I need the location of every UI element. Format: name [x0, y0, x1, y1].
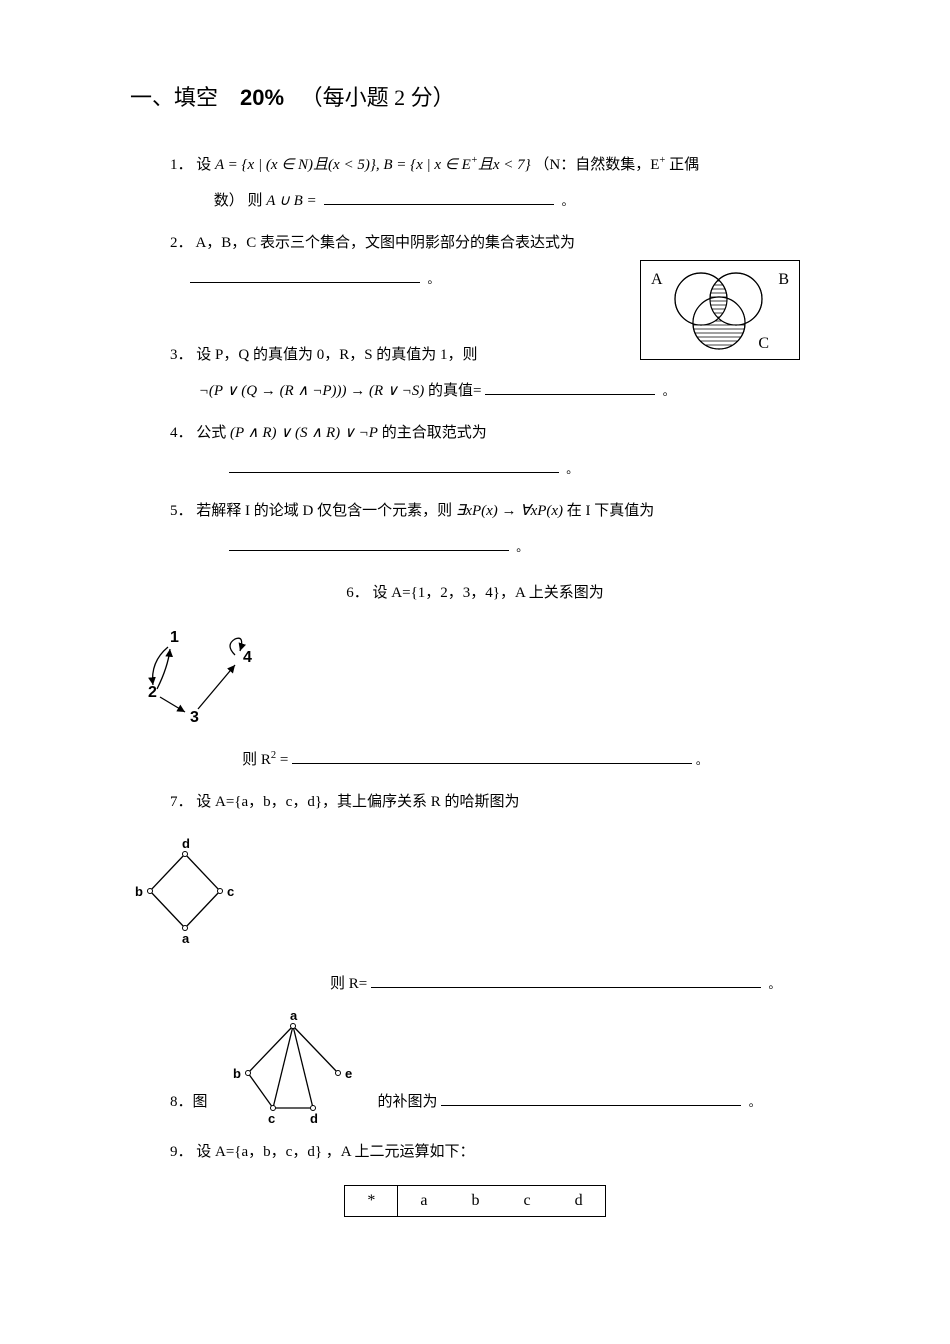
- q7-then-row: 则 R= 。: [130, 966, 820, 1002]
- q6-blank[interactable]: [292, 749, 692, 764]
- q2-period: 。: [428, 272, 440, 286]
- q6-then: 则 R: [242, 752, 271, 768]
- q8-num: 8．: [170, 1094, 193, 1110]
- q3-blank[interactable]: [485, 380, 655, 395]
- q8-blank[interactable]: [441, 1091, 741, 1106]
- question-8: 8．图 a b e c d 的补图为 。: [130, 1008, 820, 1128]
- q6-then-row: 则 R2 = 。: [130, 742, 820, 778]
- q2-num: 2．: [170, 235, 193, 251]
- graph-g: a b e c d: [218, 1008, 368, 1128]
- q4-pre: 公式: [196, 425, 226, 441]
- q1-line2math: A ∪ B =: [266, 193, 316, 209]
- section-title: 一、填空 20% （每小题 2 分）: [130, 80, 820, 112]
- question-9: 9． 设 A={a，b，c，d} ，A 上二元运算如下：: [130, 1134, 820, 1170]
- q3-period: 。: [663, 384, 675, 398]
- q7-blank[interactable]: [371, 973, 761, 988]
- q5-blank[interactable]: [229, 536, 509, 551]
- node-2: 2: [148, 684, 157, 701]
- section-percent: 20%: [240, 85, 284, 110]
- q7-period: 。: [768, 977, 780, 991]
- venn-label-a: A: [651, 271, 663, 289]
- q9-num: 9．: [170, 1144, 193, 1160]
- q3-math: ¬(P ∨ (Q → (R ∧ ¬P))) → (R ∨ ¬S): [199, 383, 424, 399]
- q8-pre: 图: [193, 1094, 208, 1110]
- q6-period: 。: [696, 753, 708, 767]
- q1-blank[interactable]: [324, 190, 554, 205]
- q5-tail: 在 I 下真值为: [567, 503, 655, 519]
- q8-period: 。: [749, 1095, 761, 1109]
- node-3: 3: [190, 709, 199, 726]
- hasse-a: a: [182, 931, 190, 946]
- q7-then: 则 R=: [330, 976, 371, 992]
- question-4: 4． 公式 (P ∧ R) ∨ (S ∧ R) ∨ ¬P 的主合取范式为 。: [130, 415, 820, 487]
- question-6: 6． 设 A={1，2，3，4}，A 上关系图为: [130, 575, 820, 611]
- g-e: e: [345, 1066, 352, 1081]
- q3-text: 设 P，Q 的真值为 0，R，S 的真值为 1，则: [196, 347, 477, 363]
- venn-label-b: B: [778, 271, 789, 289]
- q7-num: 7．: [170, 794, 193, 810]
- question-7: 7． 设 A={a，b，c，d}，其上偏序关系 R 的哈斯图为: [130, 784, 820, 820]
- q4-tail: 的主合取范式为: [382, 425, 487, 441]
- col-b: b: [450, 1186, 502, 1217]
- q2-blank[interactable]: [190, 268, 420, 283]
- g-b: b: [233, 1066, 241, 1081]
- q1-period: 。: [562, 194, 574, 208]
- q5-period: 。: [516, 540, 528, 554]
- q1-math: A = {x | (x ∈ N)且(x < 5)}, B = {x | x ∈ …: [215, 157, 531, 173]
- q4-period: 。: [566, 462, 578, 476]
- section-suffix: （每小题 2 分）: [301, 85, 455, 110]
- q3-tail: 的真值=: [428, 383, 485, 399]
- q5-pre: 若解释 I 的论域 D 仅包含一个元素，则: [196, 503, 456, 519]
- g-c: c: [268, 1111, 275, 1126]
- q6-text: 设 A={1，2，3，4}，A 上关系图为: [373, 585, 604, 601]
- col-a: a: [398, 1186, 450, 1217]
- op-symbol: *: [345, 1186, 398, 1217]
- operation-table: * a b c d: [344, 1185, 605, 1217]
- hasse-c: c: [227, 884, 234, 899]
- hasse-d: d: [182, 836, 190, 851]
- question-3: 3． 设 P，Q 的真值为 0，R，S 的真值为 1，则 ¬(P ∨ (Q → …: [130, 337, 820, 409]
- col-c: c: [502, 1186, 553, 1217]
- q4-math: (P ∧ R) ∨ (S ∧ R) ∨ ¬P: [230, 425, 378, 441]
- q1-num: 1．: [170, 157, 193, 173]
- g-a: a: [290, 1008, 298, 1023]
- q5-math: ∃xP(x) → ∀xP(x): [456, 503, 563, 519]
- q4-blank[interactable]: [229, 458, 559, 473]
- hasse-diagram: d b c a: [130, 836, 250, 956]
- node-4: 4: [243, 649, 252, 666]
- g-d: d: [310, 1111, 318, 1126]
- q4-num: 4．: [170, 425, 193, 441]
- q6-num: 6．: [346, 585, 369, 601]
- q3-num: 3．: [170, 347, 193, 363]
- q1-note: （N：自然数集，E+ 正偶: [534, 157, 699, 173]
- q9-text: 设 A={a，b，c，d} ，A 上二元运算如下：: [196, 1144, 474, 1160]
- question-1: 1． 设 A = {x | (x ∈ N)且(x < 5)}, B = {x |…: [130, 147, 820, 219]
- q1-pre: 设: [196, 157, 215, 173]
- col-d: d: [553, 1186, 606, 1217]
- relation-graph: 1 2 3 4: [140, 627, 270, 727]
- q2-text: A，B，C 表示三个集合，文图中阴影部分的集合表达式为: [195, 235, 575, 251]
- section-prefix: 一、填空: [130, 85, 218, 110]
- q8-tail: 的补图为: [378, 1094, 438, 1110]
- node-1: 1: [170, 629, 179, 646]
- hasse-b: b: [135, 884, 143, 899]
- question-5: 5． 若解释 I 的论域 D 仅包含一个元素，则 ∃xP(x) → ∀xP(x)…: [130, 493, 820, 565]
- q1-line2pre: 数） 则: [214, 193, 267, 209]
- q5-num: 5．: [170, 503, 193, 519]
- q7-text: 设 A={a，b，c，d}，其上偏序关系 R 的哈斯图为: [196, 794, 519, 810]
